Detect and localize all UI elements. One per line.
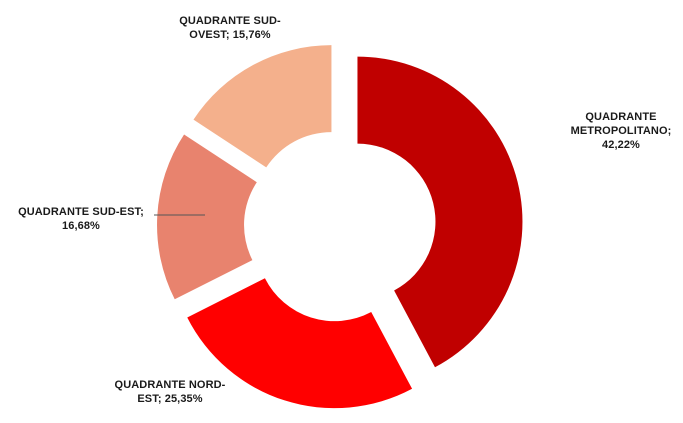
- label-line: OVEST; 15,76%: [189, 29, 271, 41]
- slice-nord-est: [187, 278, 413, 409]
- label-line: 16,68%: [62, 220, 100, 232]
- data-label-sud-ovest: QUADRANTE SUD- OVEST; 15,76%: [165, 14, 295, 42]
- slice-metropolitano: [357, 56, 523, 368]
- data-label-metropolitano: QUADRANTE METROPOLITANO; 42,22%: [566, 110, 676, 152]
- data-label-nord-est: QUADRANTE NORD- EST; 25,35%: [110, 378, 230, 406]
- label-line: QUADRANTE: [585, 111, 657, 123]
- label-line: QUADRANTE SUD-: [179, 15, 281, 27]
- label-line: QUADRANTE NORD-: [114, 379, 226, 391]
- label-line: 42,22%: [602, 139, 640, 151]
- slice-sud-est: [157, 134, 257, 300]
- donut-slices: [157, 45, 523, 409]
- data-label-sud-est: QUADRANTE SUD-EST; 16,68%: [6, 205, 156, 233]
- label-line: EST; 25,35%: [137, 393, 203, 405]
- label-line: METROPOLITANO;: [570, 125, 672, 137]
- label-line: QUADRANTE SUD-EST;: [18, 206, 144, 218]
- slice-sud-ovest: [193, 45, 332, 168]
